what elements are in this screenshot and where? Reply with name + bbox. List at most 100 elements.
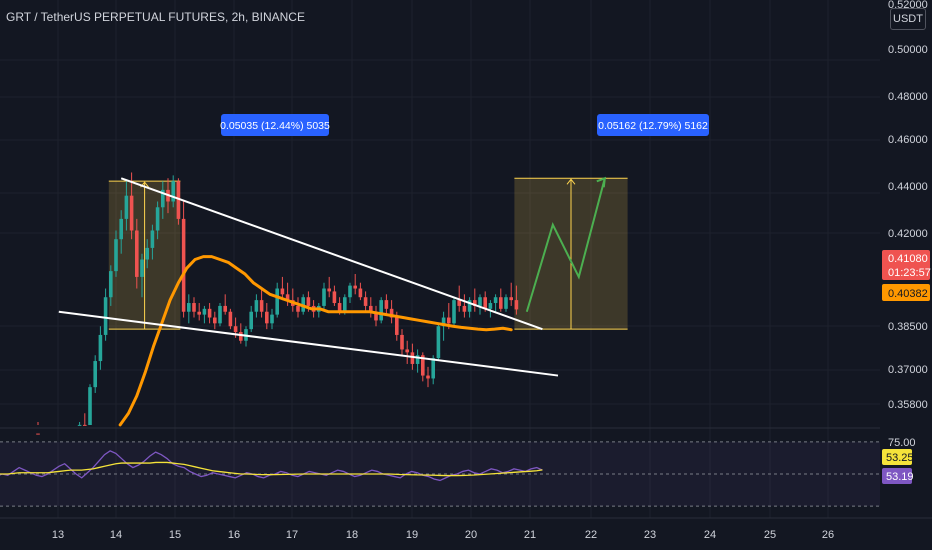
candle-body <box>275 288 279 315</box>
moving-average-layer <box>118 255 513 427</box>
candle-body <box>228 311 233 327</box>
candle-body <box>259 300 264 312</box>
price-tick-label-partial: 0.52000 <box>888 0 928 11</box>
candle-body <box>452 300 456 324</box>
candle-body <box>374 311 378 321</box>
candle-body <box>426 375 430 379</box>
candle-body <box>202 308 207 315</box>
candle-body <box>421 355 425 376</box>
candle-body <box>129 195 134 231</box>
candle-body <box>88 387 92 425</box>
candle-body <box>197 311 201 315</box>
candle-body <box>296 305 300 312</box>
position-box-arrowhead <box>566 178 576 185</box>
moving-average-line <box>118 255 513 427</box>
rsi-value-label: 53.25 <box>886 452 914 464</box>
candle-body <box>176 181 181 219</box>
annotation-labels: 0.05035 (12.44%) 5035 0.05162 (12.79%) 51… <box>220 114 709 136</box>
candle-body <box>431 358 435 379</box>
candle-body <box>306 297 311 306</box>
countdown-label: 01:23:57 <box>888 267 931 279</box>
candle-body <box>285 294 290 301</box>
currency-badge[interactable]: USDT <box>890 8 926 30</box>
candle-body <box>467 300 472 312</box>
candle-body <box>36 433 40 435</box>
price-tick-label: 0.38500 <box>888 321 928 333</box>
price-tick-label: 0.46000 <box>888 134 928 146</box>
candle-body <box>395 317 399 335</box>
time-tick-label: 13 <box>52 529 64 541</box>
candle-body <box>473 300 477 306</box>
candle-body <box>93 361 97 388</box>
candle-body <box>207 308 212 318</box>
candle-body <box>389 308 394 318</box>
rsi-value-badge <box>882 449 912 465</box>
time-tick-label: 21 <box>524 529 536 541</box>
candle-body <box>369 305 373 312</box>
rsi-ma-line <box>0 461 543 477</box>
time-tick-label: 19 <box>406 529 418 541</box>
candle-body <box>145 247 149 260</box>
rsi-ma-value-badge <box>882 468 912 484</box>
candle-body <box>77 424 82 426</box>
candle-body <box>155 207 160 231</box>
candle-body <box>327 288 331 292</box>
time-tick-label: 24 <box>704 529 716 541</box>
position-label-text: 0.05162 (12.79%) 5162 <box>598 120 708 132</box>
projection-path <box>525 178 606 313</box>
time-tick-label: 16 <box>228 529 240 541</box>
time-tick-label: 25 <box>764 529 776 541</box>
time-tick-label: 22 <box>585 529 597 541</box>
candle-body <box>322 288 326 306</box>
projection-arrowhead <box>596 176 606 188</box>
time-tick-label: 14 <box>110 529 122 541</box>
candle-body <box>150 230 155 248</box>
candle-body <box>400 334 404 350</box>
candle-body <box>124 195 129 219</box>
projection-layer[interactable] <box>525 176 606 313</box>
candle-body <box>478 297 482 306</box>
candle-body <box>332 291 337 304</box>
candle-body <box>270 314 274 324</box>
candle-body <box>457 300 461 306</box>
candle-body <box>98 334 103 362</box>
candle-body <box>343 297 347 312</box>
time-tick-label: 18 <box>346 529 358 541</box>
candle-body <box>363 297 368 306</box>
candle-body <box>161 189 165 208</box>
candle-body <box>233 326 238 333</box>
candles-layer <box>36 172 519 435</box>
candle-body <box>181 218 186 312</box>
price-tick-label: 0.42000 <box>888 228 928 240</box>
candle-body <box>119 218 123 240</box>
candle-body <box>218 305 222 324</box>
candle-body <box>213 317 217 324</box>
candle-body <box>348 285 352 298</box>
position-label-text: 0.05035 (12.44%) 5035 <box>220 120 330 132</box>
position-label-box <box>221 114 329 136</box>
trendline-upper <box>120 177 543 331</box>
candle-body <box>410 352 415 364</box>
candle-body <box>114 239 118 272</box>
time-tick-label: 17 <box>286 529 298 541</box>
candle-body <box>415 355 420 364</box>
candle-body <box>447 317 451 324</box>
candle-body <box>187 303 191 312</box>
price-tick-label: 0.35800 <box>888 399 928 411</box>
candle-body <box>358 288 363 298</box>
candle-body <box>280 288 285 295</box>
trendline-lower <box>58 310 559 377</box>
last-price-badge <box>882 250 930 280</box>
candle-body <box>353 285 357 289</box>
time-tick-label: 26 <box>822 529 834 541</box>
chart-title: GRT / TetherUS PERPETUAL FUTURES, 2h, BI… <box>6 10 305 24</box>
candle-body <box>504 297 508 309</box>
candle-body <box>441 317 446 327</box>
candle-body <box>405 349 409 353</box>
trendlines-layer[interactable] <box>58 177 559 377</box>
time-tick-label: 15 <box>169 529 181 541</box>
ma-price-badge <box>882 284 930 301</box>
rsi-upper-label: 75.00 <box>888 437 916 449</box>
